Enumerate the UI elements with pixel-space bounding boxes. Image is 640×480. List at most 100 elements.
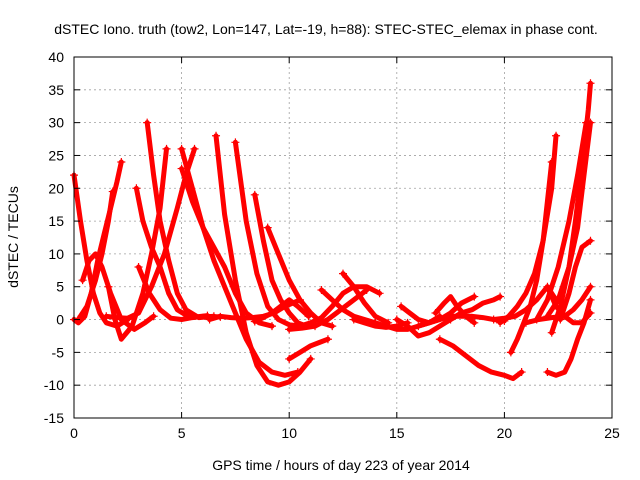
plus-marker	[582, 118, 591, 127]
x-tick-label: 20	[497, 425, 513, 441]
series-line	[232, 139, 305, 329]
plus-marker	[414, 322, 423, 331]
series-sat-ab	[431, 294, 479, 327]
series-line	[103, 146, 197, 321]
series-line	[497, 133, 559, 326]
y-tick-label: 35	[48, 82, 64, 98]
series-line	[136, 264, 223, 322]
series-sat-ag	[496, 131, 561, 327]
series-sat-al	[547, 79, 595, 337]
plus-marker	[489, 315, 498, 324]
series-sat-q	[250, 297, 313, 326]
plus-marker	[263, 223, 272, 232]
series-line	[448, 294, 503, 322]
series-line	[319, 287, 378, 326]
y-tick-label: 40	[48, 49, 64, 65]
series-sat-af	[506, 158, 556, 357]
plus-marker	[470, 292, 479, 301]
series-line	[286, 336, 331, 362]
plus-marker	[547, 328, 556, 337]
y-tick-label: 20	[48, 180, 64, 196]
plus-marker	[267, 322, 276, 331]
x-tick-label: 25	[604, 425, 620, 441]
plus-marker	[397, 302, 406, 311]
axis-ticks: 0 5 10 15 20 25 -15 -10 -5 0 5 10 15 20 25 30 35 40	[44, 49, 620, 441]
series-line	[557, 238, 593, 322]
plus-marker	[104, 282, 113, 291]
series-sat-ac	[446, 292, 505, 324]
series-line	[297, 284, 383, 329]
series-line	[252, 297, 312, 324]
plus-marker	[117, 158, 126, 167]
plus-marker	[435, 335, 444, 344]
plus-marker	[108, 187, 117, 196]
plus-marker	[431, 308, 440, 317]
series-sat-s	[295, 284, 384, 331]
y-tick-label: 0	[56, 312, 64, 328]
series-line	[437, 336, 525, 382]
series-sat-l	[212, 131, 315, 388]
plus-marker	[339, 269, 347, 278]
plus-marker	[586, 79, 595, 88]
plus-marker	[543, 312, 552, 321]
plus-marker	[143, 118, 152, 127]
plus-marker	[177, 164, 186, 173]
y-axis-label: dSTEC / TECUs	[5, 186, 21, 288]
plus-marker	[586, 236, 595, 245]
series-line	[179, 146, 301, 378]
x-axis-label: GPS time / hours of day 223 of year 2014	[212, 457, 470, 473]
plus-marker	[250, 317, 259, 326]
plus-marker	[205, 315, 214, 324]
chart-title: dSTEC Iono. truth (tow2, Lon=147, Lat=-1…	[54, 21, 598, 37]
plus-marker	[532, 315, 541, 324]
plus-marker	[212, 131, 221, 140]
plus-marker	[134, 263, 143, 272]
plot-frame	[73, 56, 613, 419]
plus-marker	[78, 276, 87, 285]
plus-marker	[162, 144, 171, 153]
plus-marker	[506, 348, 515, 357]
plus-marker	[285, 354, 294, 363]
y-tick-label: -10	[44, 377, 64, 393]
series-line	[433, 294, 477, 326]
plus-marker	[349, 315, 358, 324]
series-sat-ad	[435, 335, 526, 382]
plus-marker	[552, 131, 561, 140]
plus-marker	[323, 335, 332, 344]
plus-marker	[306, 354, 315, 363]
series-sat-t	[285, 335, 332, 363]
data-series	[70, 79, 595, 388]
x-tick-label: 10	[281, 425, 297, 441]
plus-marker	[543, 368, 552, 377]
x-tick-label: 0	[70, 425, 78, 441]
series-sat-i	[102, 144, 199, 321]
plus-marker	[190, 144, 199, 153]
series-line	[340, 271, 391, 326]
plus-marker	[285, 325, 294, 334]
plus-marker	[517, 368, 526, 377]
plus-marker	[317, 286, 326, 295]
plus-marker	[328, 322, 337, 331]
plus-marker	[295, 295, 304, 304]
plus-marker	[304, 312, 313, 321]
plus-marker	[586, 295, 595, 304]
x-tick-label: 5	[178, 425, 186, 441]
plus-marker	[149, 312, 158, 321]
plus-marker	[586, 308, 595, 317]
series-line	[286, 287, 370, 332]
y-tick-label: 30	[48, 115, 64, 131]
series-line	[75, 189, 116, 322]
y-tick-label: 10	[48, 246, 64, 262]
plus-marker	[375, 289, 384, 298]
y-tick-label: 5	[56, 279, 64, 295]
plus-marker	[586, 282, 595, 291]
plus-marker	[446, 315, 455, 324]
plus-marker	[295, 322, 304, 331]
plus-marker	[231, 138, 240, 147]
plus-marker	[470, 318, 479, 327]
y-tick-label: 15	[48, 213, 64, 229]
plus-marker	[177, 144, 186, 153]
series-line	[534, 120, 589, 322]
plus-marker	[371, 318, 380, 327]
plus-marker	[496, 318, 505, 327]
